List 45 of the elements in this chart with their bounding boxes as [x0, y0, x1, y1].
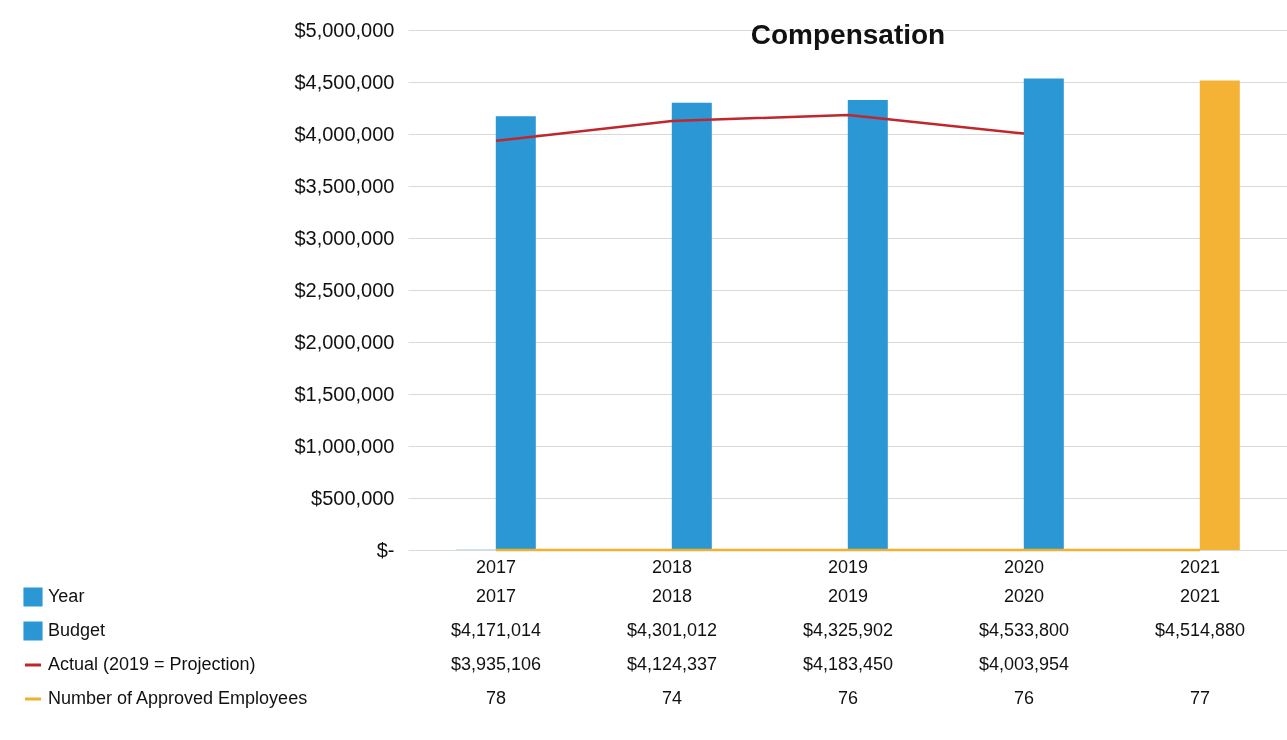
bar: [847, 100, 888, 550]
data-label: $4,533,800: [978, 620, 1070, 640]
x-tick-label: 2018: [651, 586, 693, 606]
x-tick-label: 2017: [475, 586, 517, 606]
y-tick-label: $2,500,000: [294, 278, 395, 301]
data-label: 77: [1189, 688, 1211, 708]
x-tick-label: 2020: [1003, 586, 1045, 606]
data-label: 2021: [1179, 556, 1221, 577]
chart-title: Compensation: [750, 19, 946, 50]
legend-label: Number of Approved Employees: [48, 688, 308, 708]
data-label: 76: [1013, 688, 1035, 708]
data-label: $3,935,106: [450, 654, 542, 674]
data-label: 74: [661, 688, 683, 708]
bar: [671, 102, 712, 550]
y-tick-label: $5,000,000: [294, 18, 395, 41]
y-tick-label: $2,000,000: [294, 330, 395, 353]
data-label: 2018: [651, 556, 693, 577]
data-label: $4,301,012: [626, 620, 718, 640]
data-label: 2017: [475, 556, 517, 577]
legend-label: Budget: [48, 620, 106, 640]
bar: [495, 116, 536, 550]
y-tick-label: $3,000,000: [294, 226, 395, 249]
y-tick-label: $-: [376, 538, 395, 561]
data-label: $4,003,954: [978, 654, 1070, 674]
data-label: $4,325,902: [802, 620, 894, 640]
y-tick-label: $1,500,000: [294, 382, 395, 405]
y-tick-label: $500,000: [311, 486, 395, 509]
data-label: $4,171,014: [450, 620, 542, 640]
x-tick-label: 2019: [827, 586, 869, 606]
y-tick-label: $3,500,000: [294, 174, 395, 197]
data-label: 2020: [1003, 556, 1045, 577]
y-tick-label: $4,000,000: [294, 122, 395, 145]
legend-label: Year: [48, 586, 85, 606]
line-series: [494, 113, 1026, 142]
y-tick-label: $1,000,000: [294, 434, 395, 457]
data-label: $4,183,450: [802, 654, 894, 674]
data-label: $4,514,880: [1154, 620, 1246, 640]
legend-label: Actual (2019 = Projection): [48, 654, 256, 674]
bar: [1023, 78, 1064, 550]
data-label: $4,124,337: [626, 654, 718, 674]
data-label: 78: [485, 688, 507, 708]
x-tick-label: 2021: [1179, 586, 1221, 606]
y-tick-label: $4,500,000: [294, 70, 395, 93]
data-label: 2019: [827, 556, 869, 577]
data-label: 76: [837, 688, 859, 708]
